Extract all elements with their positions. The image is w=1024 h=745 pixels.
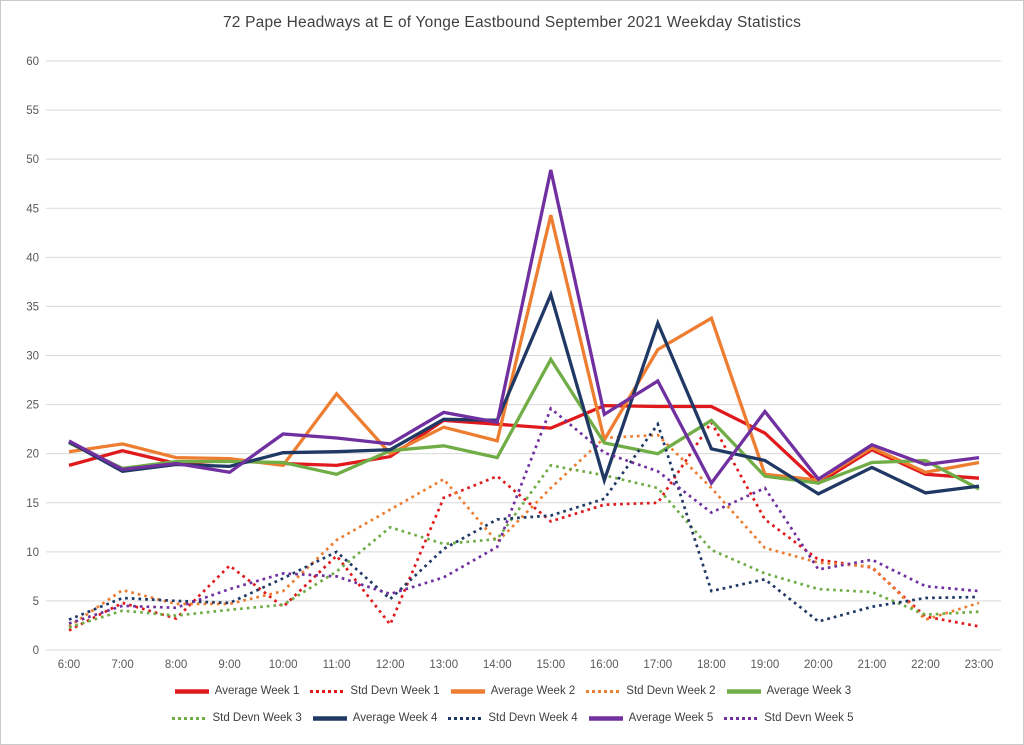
x-axis-tick-label: 22:00 xyxy=(911,659,940,671)
legend-item-average-week-1: Average Week 1 xyxy=(173,685,300,697)
x-axis-tick-label: 8:00 xyxy=(165,659,187,671)
legend-label: Average Week 4 xyxy=(352,712,438,724)
legend-dotted-swatch xyxy=(448,716,483,720)
legend-label: Average Week 5 xyxy=(628,712,714,724)
series-line-average-week-4 xyxy=(68,289,980,496)
series-line-average-week-2 xyxy=(68,214,980,482)
x-axis-tick-label: 21:00 xyxy=(858,659,887,671)
x-axis-tick-label: 23:00 xyxy=(965,659,994,671)
chart-legend-row-2: Std Devn Week 3 Average Week 4 Std Devn We… xyxy=(1,712,1023,724)
series-line-std-devn-week-4 xyxy=(68,421,980,623)
legend-dotted-swatch xyxy=(724,716,759,720)
series-line-std-devn-week-1 xyxy=(68,419,980,632)
legend-label: Std Devn Week 5 xyxy=(764,712,854,724)
legend-dotted-swatch xyxy=(586,689,621,693)
legend-label: Std Devn Week 4 xyxy=(488,712,578,724)
x-axis-tick-label: 7:00 xyxy=(111,659,133,671)
legend-label: Average Week 2 xyxy=(490,685,576,697)
legend-item-std-devn-week-3: Std Devn Week 3 xyxy=(170,712,302,724)
legend-line-swatch xyxy=(588,715,623,721)
y-axis-tick-label: 55 xyxy=(26,105,39,117)
legend-line-swatch xyxy=(450,688,485,694)
y-axis-tick-label: 10 xyxy=(26,547,39,559)
x-axis-tick-label: 15:00 xyxy=(536,659,565,671)
x-axis-tick-label: 6:00 xyxy=(58,659,80,671)
legend-label: Average Week 1 xyxy=(214,685,300,697)
x-axis-tick-label: 16:00 xyxy=(590,659,619,671)
legend-item-std-devn-week-2: Std Devn Week 2 xyxy=(584,685,716,697)
y-axis-tick-label: 60 xyxy=(26,56,39,68)
legend-label: Std Devn Week 3 xyxy=(212,712,302,724)
series-line-average-week-3 xyxy=(68,356,980,491)
legend-line-swatch xyxy=(312,715,347,721)
legend-item-std-devn-week-5: Std Devn Week 5 xyxy=(722,712,854,724)
x-axis-tick-label: 10:00 xyxy=(269,659,298,671)
y-axis-tick-label: 45 xyxy=(26,203,39,215)
y-axis-tick-label: 15 xyxy=(26,498,39,510)
x-axis-tick-label: 9:00 xyxy=(218,659,240,671)
y-axis-tick-label: 35 xyxy=(26,301,39,313)
legend-label: Average Week 3 xyxy=(766,685,852,697)
legend-item-std-devn-week-1: Std Devn Week 1 xyxy=(308,685,440,697)
legend-item-average-week-2: Average Week 2 xyxy=(449,685,576,697)
legend-label: Std Devn Week 2 xyxy=(626,685,716,697)
chart-legend-row-1: Average Week 1 Std Devn Week 1 Average Wee… xyxy=(1,685,1023,697)
x-axis-tick-label: 12:00 xyxy=(376,659,405,671)
legend-line-swatch xyxy=(726,688,761,694)
x-axis-tick-label: 20:00 xyxy=(804,659,833,671)
y-axis-tick-label: 30 xyxy=(26,351,39,363)
x-axis-tick-label: 19:00 xyxy=(750,659,779,671)
legend-item-average-week-3: Average Week 3 xyxy=(725,685,852,697)
x-axis-tick-label: 18:00 xyxy=(697,659,726,671)
legend-label: Std Devn Week 1 xyxy=(350,685,440,697)
series-line-std-devn-week-3 xyxy=(68,463,980,629)
y-axis-tick-label: 5 xyxy=(33,596,39,608)
legend-item-average-week-4: Average Week 4 xyxy=(311,712,438,724)
y-axis-tick-label: 25 xyxy=(26,400,39,412)
y-axis-tick-label: 0 xyxy=(33,645,39,657)
series-line-average-week-1 xyxy=(68,403,980,486)
legend-dotted-swatch xyxy=(310,689,345,693)
legend-item-std-devn-week-4: Std Devn Week 4 xyxy=(446,712,578,724)
series-line-std-devn-week-5 xyxy=(68,406,980,625)
chart-title: 72 Pape Headways at E of Yonge Eastbound… xyxy=(222,14,802,31)
series-line-average-week-5 xyxy=(68,169,980,487)
x-axis-tick-label: 14:00 xyxy=(483,659,512,671)
y-axis-tick-label: 50 xyxy=(26,154,39,166)
x-axis-tick-label: 17:00 xyxy=(643,659,672,671)
y-axis-tick-label: 20 xyxy=(26,449,39,461)
x-axis-tick-label: 11:00 xyxy=(323,659,351,671)
legend-dotted-swatch xyxy=(172,716,207,720)
x-axis-tick-label: 13:00 xyxy=(429,659,458,671)
y-axis-tick-label: 40 xyxy=(26,252,39,264)
legend-line-swatch xyxy=(174,688,209,694)
legend-item-average-week-5: Average Week 5 xyxy=(587,712,714,724)
